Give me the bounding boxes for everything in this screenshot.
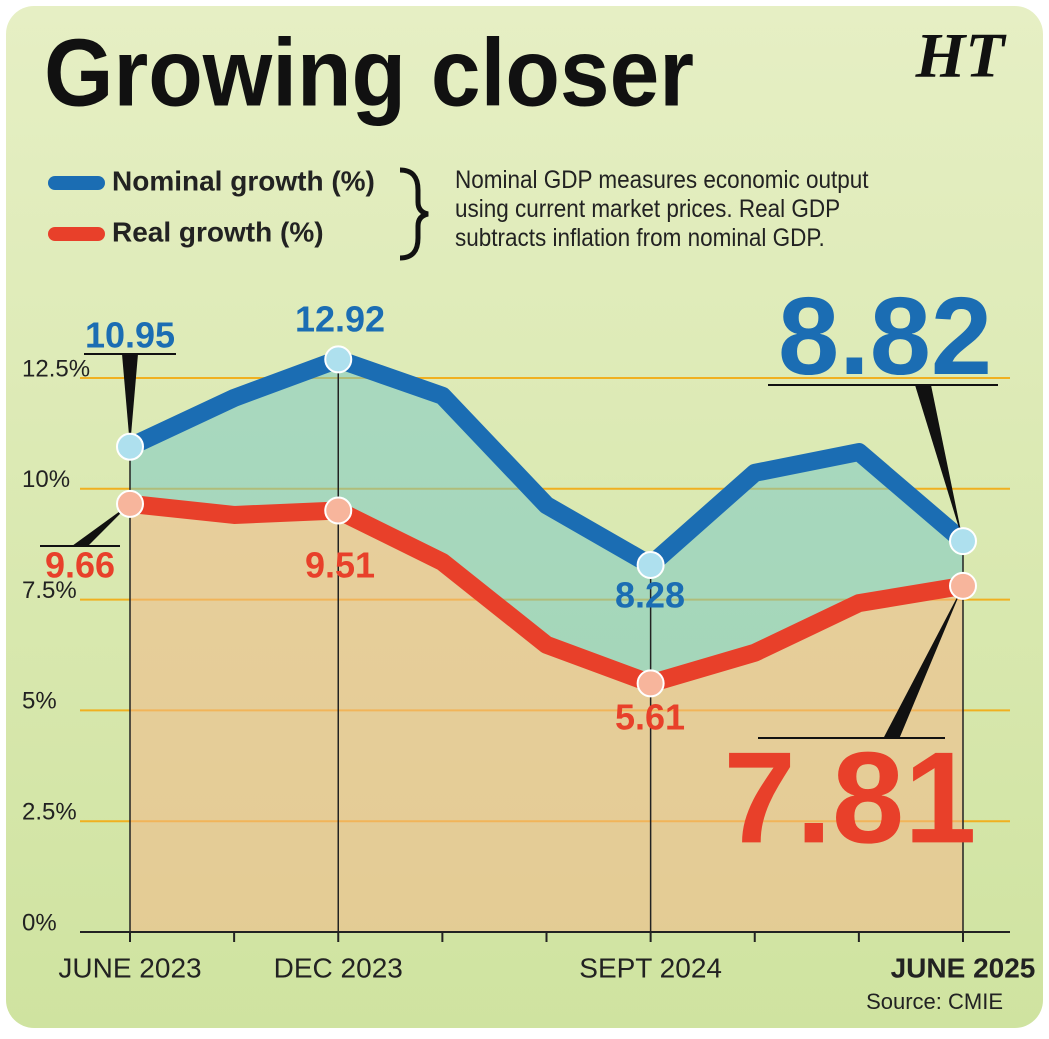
- x-tick-label: JUNE 2023: [58, 952, 201, 983]
- point: [949, 527, 977, 556]
- point: [949, 571, 977, 600]
- source: Source: CMIE: [866, 989, 1003, 1014]
- x-tick-label: DEC 2023: [274, 952, 403, 983]
- series-line: [129, 494, 965, 693]
- legend-label: Real growth (%): [112, 216, 324, 247]
- data-label: 9.51: [305, 545, 375, 586]
- data-label: 8.28: [615, 575, 685, 616]
- data-label: 7.81: [723, 724, 976, 870]
- note-box: Nominal GDP measures economic output usi…: [455, 166, 869, 252]
- leader: [915, 385, 963, 542]
- leader: [72, 503, 130, 546]
- note: Nominal GDP measures economic output usi…: [455, 166, 869, 252]
- y-tick-label: 12.5%: [22, 355, 90, 382]
- point: [636, 551, 665, 580]
- y-tick-label: 0%: [22, 909, 57, 936]
- point: [636, 669, 665, 698]
- point: [324, 345, 353, 374]
- y-tick-label: 10%: [22, 466, 70, 493]
- y-tick-label: 5%: [22, 688, 57, 715]
- y-tick-label: 7.5%: [22, 577, 77, 604]
- x-tick-label: JUNE 2025: [891, 952, 1036, 983]
- y-tick-label: 2.5%: [22, 799, 77, 826]
- brace: [399, 167, 429, 261]
- x-tick-label: SEPT 2024: [579, 952, 722, 983]
- data-label: 9.66: [45, 545, 115, 586]
- data-label: 12.92: [295, 299, 385, 340]
- data-label: 10.95: [85, 315, 175, 356]
- leader: [883, 585, 963, 738]
- series-line: [126, 350, 969, 575]
- data-label: 8.82: [778, 275, 992, 398]
- point: [116, 432, 144, 461]
- data-label: 5.61: [615, 697, 685, 738]
- chart-title: Growing closer: [44, 19, 694, 126]
- leader: [122, 354, 138, 447]
- point: [324, 496, 353, 525]
- logo: HT: [915, 20, 1008, 91]
- legend-label: Nominal growth (%): [112, 165, 375, 196]
- point: [116, 489, 144, 518]
